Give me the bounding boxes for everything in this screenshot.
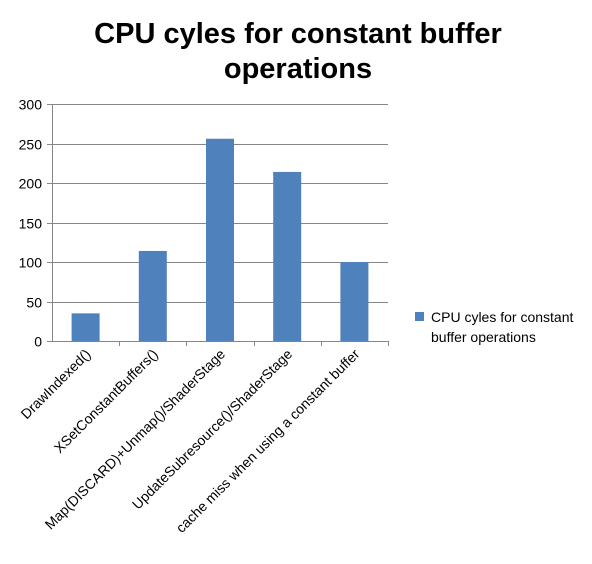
chart-title-line-1: CPU cyles for constant buffer (94, 18, 502, 50)
legend-label-line-1: CPU cyles for constant (431, 309, 573, 325)
chart-title-line-2: operations (224, 53, 372, 85)
y-tick-label: 300 (19, 97, 43, 113)
x-axis: DrawIndexed()XSetConstantBuffers()Map(DI… (17, 341, 389, 536)
bar (273, 171, 302, 341)
y-tick-label: 150 (19, 216, 43, 232)
bar (71, 313, 100, 341)
chart-title: CPU cyles for constant buffer operations (94, 18, 502, 85)
bar (340, 262, 369, 341)
legend-label-line-2: buffer operations (431, 329, 536, 345)
bars (71, 138, 369, 341)
y-tick-label: 100 (19, 255, 43, 271)
legend-swatch (415, 312, 424, 321)
legend: CPU cyles for constant buffer operations (415, 309, 573, 345)
y-tick-label: 200 (19, 176, 43, 192)
bar (206, 138, 234, 341)
bar (138, 250, 167, 341)
y-tick-label: 50 (26, 295, 42, 311)
y-tick-label: 0 (34, 334, 42, 350)
y-tick-label: 250 (19, 137, 43, 153)
y-axis: 0 50 100 150 200 250 300 (19, 97, 53, 350)
x-category-label: DrawIndexed() (17, 346, 93, 422)
